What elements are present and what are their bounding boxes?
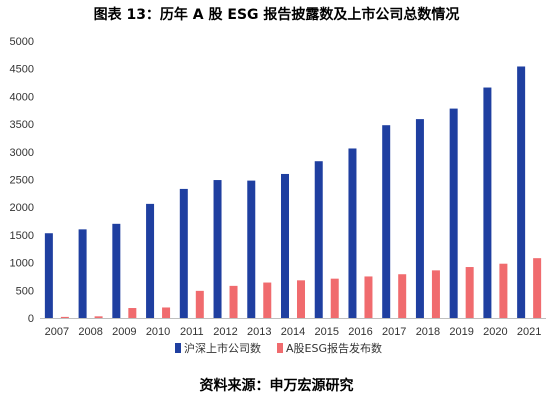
bar-listed-companies [348,148,357,318]
bar-esg-reports [297,280,305,318]
bar-listed-companies [146,203,155,318]
y-tick-label: 1500 [10,230,34,242]
y-tick-label: 3500 [10,119,34,131]
bar-esg-reports [263,282,272,318]
legend-label: A股ESG报告发布数 [286,341,382,355]
bars [44,66,542,318]
x-tick-label: 2015 [314,326,338,338]
bar-esg-reports [162,307,171,318]
x-tick-label: 2016 [348,326,372,338]
x-tick-label: 2017 [382,326,406,338]
x-tick-label: 2007 [45,326,69,338]
chart-title: 图表 13：历年 A 股 ESG 报告披露数及上市公司总数情况 [93,7,460,23]
bar-listed-companies [449,108,458,318]
y-tick-label: 5000 [10,36,34,48]
legend-swatch [277,343,283,353]
y-tick-label: 3000 [10,147,34,159]
x-axis: 2007 2008 2009 2010 2011 2012 2013 2014 2015 2016… [40,318,546,338]
y-tick-label: 4000 [10,91,34,103]
x-tick-label: 2012 [213,326,237,338]
x-tick-label: 2013 [247,326,271,338]
y-tick-label: 2500 [10,175,34,187]
bar-esg-reports [128,308,137,318]
bar-esg-reports [364,276,373,318]
y-tick-label: 500 [16,285,34,297]
bar-listed-companies [483,87,492,318]
x-tick-label: 2021 [517,326,541,338]
x-tick-label: 2020 [483,326,507,338]
y-tick-label: 1000 [10,258,34,270]
bar-esg-reports [499,263,508,318]
bar-listed-companies [179,188,188,318]
bar-listed-companies [247,180,256,318]
bar-esg-reports [60,316,69,318]
bar-listed-companies [112,223,121,318]
bar-esg-reports [330,278,339,318]
bar-listed-companies [44,233,53,318]
legend-label: 沪深上市公司数 [184,341,261,355]
legend-swatch [175,343,181,353]
bar-listed-companies [213,180,222,318]
legend: 沪深上市公司数 A股ESG报告发布数 [175,341,382,355]
y-tick-label: 0 [28,313,34,325]
x-tick-label: 2009 [112,326,136,338]
bar-esg-reports [195,290,204,318]
bar-listed-companies [415,119,424,318]
y-tick-label: 2000 [10,202,34,214]
x-tick-label: 2014 [281,326,305,338]
bar-esg-reports [431,270,440,318]
bar-esg-reports [229,285,238,318]
bar-esg-reports [533,258,542,318]
bar-listed-companies [281,173,289,318]
x-tick-label: 2010 [146,326,170,338]
y-axis: 0 500 1000 1500 2000 2500 3000 3500 4000 4500 5000 [10,36,34,325]
y-tick-label: 4500 [10,64,34,76]
x-tick-label: 2018 [416,326,440,338]
source-note: 资料来源：申万宏源研究 [199,378,354,394]
bar-listed-companies [382,125,391,318]
x-tick-label: 2019 [449,326,473,338]
bar-listed-companies [314,161,323,318]
x-tick-label: 2011 [180,326,204,338]
bar-esg-reports [465,267,474,318]
bar-esg-reports [398,274,407,318]
bar-listed-companies [78,229,87,318]
x-tick-label: 2008 [78,326,102,338]
bar-listed-companies [517,66,526,318]
bar-esg-reports [94,316,103,318]
